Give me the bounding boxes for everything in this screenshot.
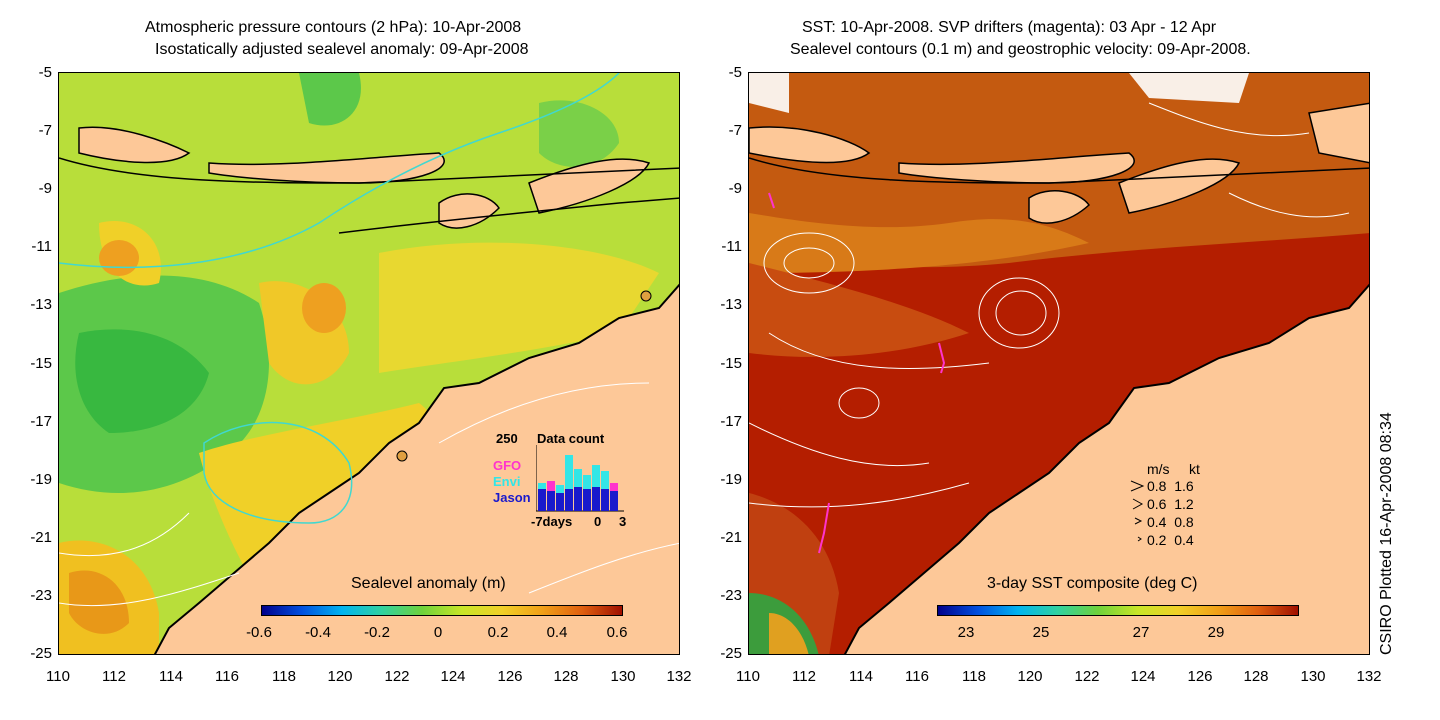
- left-ytick-10: -25: [30, 645, 52, 662]
- left-xtick-7: 124: [440, 668, 466, 685]
- velocity-legend-row-2: 0.6 1.2: [1147, 495, 1194, 513]
- right-ytick-8: -21: [720, 529, 742, 546]
- right-xtick-8: 126: [1187, 668, 1213, 685]
- left-cb-tick-4: 0.2: [487, 624, 509, 641]
- velocity-legend-row-4: 0.2 0.4: [1147, 531, 1194, 549]
- left-xtick-5: 120: [327, 668, 353, 685]
- right-ytick-2: -9: [728, 180, 742, 197]
- left-xtick-10: 130: [610, 668, 636, 685]
- plot-credit: CSIRO Plotted 16-Apr-2008 08:34: [1378, 412, 1395, 655]
- left-ytick-8: -21: [30, 529, 52, 546]
- sst-map: m/s kt 0.8 1.6 0.6 1.2 0.4 0.8 0.2 0.4 3…: [748, 72, 1370, 655]
- right-xtick-1: 112: [792, 668, 816, 685]
- velocity-legend-header-kt: kt: [1189, 461, 1200, 477]
- left-cb-tick-2: -0.2: [364, 624, 390, 641]
- left-title-line2: Isostatically adjusted sealevel anomaly:…: [155, 41, 529, 58]
- inset-x-label-three: 3: [619, 514, 627, 529]
- right-xtick-10: 130: [1300, 668, 1326, 685]
- velocity-legend-arrows: [1130, 480, 1145, 542]
- right-ytick-5: -15: [720, 355, 742, 372]
- right-ytick-0: -5: [728, 64, 742, 81]
- vel-ms-2: 0.6: [1147, 496, 1167, 512]
- right-cb-tick-3: 29: [1207, 624, 1225, 641]
- left-colorbar-title: Sealevel anomaly (m): [351, 575, 506, 592]
- left-ytick-6: -17: [30, 413, 52, 430]
- left-xtick-8: 126: [497, 668, 523, 685]
- inset-series-jason: Jason: [493, 490, 531, 505]
- right-title-line1: SST: 10-Apr-2008. SVP drifters (magenta)…: [802, 19, 1217, 36]
- left-colorbar: [261, 605, 623, 616]
- left-xtick-4: 118: [272, 668, 296, 685]
- left-title-line1: Atmospheric pressure contours (2 hPa): 1…: [145, 19, 522, 36]
- right-ytick-4: -13: [720, 296, 742, 313]
- vel-kt-1: 1.6: [1174, 478, 1194, 494]
- velocity-legend-header-ms: m/s: [1147, 461, 1170, 477]
- right-xtick-6: 122: [1074, 668, 1100, 685]
- right-cb-tick-2: 27: [1132, 624, 1150, 641]
- left-ytick-0: -5: [38, 64, 52, 81]
- right-xtick-11: 132: [1356, 668, 1382, 685]
- velocity-legend-row-1: 0.8 1.6: [1147, 477, 1194, 495]
- vel-ms-3: 0.4: [1147, 514, 1167, 530]
- inset-bars: [538, 455, 618, 511]
- sst-map-canvas: [749, 73, 1369, 654]
- left-cb-tick-6: 0.6: [606, 624, 628, 641]
- inset-ymax: 250: [496, 431, 518, 446]
- right-ytick-7: -19: [720, 471, 742, 488]
- left-ytick-3: -11: [31, 238, 52, 255]
- vel-ms-1: 0.8: [1147, 478, 1167, 494]
- left-xtick-6: 122: [384, 668, 410, 685]
- vel-kt-3: 0.8: [1174, 514, 1194, 530]
- sealevel-contours: [749, 102, 1350, 508]
- right-colorbar: [937, 605, 1299, 616]
- left-xtick-1: 112: [102, 668, 126, 685]
- left-xtick-0: 110: [46, 668, 70, 685]
- right-ytick-6: -17: [720, 413, 742, 430]
- right-xtick-5: 120: [1017, 668, 1043, 685]
- left-xtick-2: 114: [159, 668, 183, 685]
- right-xtick-3: 116: [905, 668, 929, 685]
- right-cb-tick-1: 25: [1032, 624, 1050, 641]
- left-xtick-3: 116: [215, 668, 239, 685]
- sealevel-map-canvas: [59, 73, 679, 654]
- sealevel-anomaly-map: 250 Data count GFO Envi Jason -7days 0 3…: [58, 72, 680, 655]
- left-ytick-4: -13: [30, 296, 52, 313]
- vel-ms-4: 0.2: [1147, 532, 1167, 548]
- right-xtick-2: 114: [849, 668, 873, 685]
- right-ytick-3: -11: [721, 238, 742, 255]
- left-cb-tick-1: -0.4: [305, 624, 331, 641]
- left-xtick-11: 132: [666, 668, 692, 685]
- right-title-line2: Sealevel contours (0.1 m) and geostrophi…: [790, 41, 1251, 58]
- left-ytick-1: -7: [38, 122, 52, 139]
- inset-x-label-zero: 0: [594, 514, 602, 529]
- left-cb-tick-3: 0: [433, 624, 443, 641]
- right-xtick-0: 110: [736, 668, 760, 685]
- vel-kt-4: 0.4: [1174, 532, 1194, 548]
- inset-bar-chart: [536, 445, 624, 512]
- right-colorbar-title: 3-day SST composite (deg C): [987, 575, 1198, 592]
- left-cb-tick-0: -0.6: [246, 624, 272, 641]
- inset-x-label-start: -7days: [531, 514, 573, 529]
- left-ytick-7: -19: [30, 471, 52, 488]
- left-xtick-9: 128: [553, 668, 579, 685]
- vel-kt-2: 1.2: [1174, 496, 1194, 512]
- left-cb-tick-5: 0.4: [546, 624, 568, 641]
- inset-series-gfo: GFO: [493, 458, 522, 473]
- right-xtick-9: 128: [1243, 668, 1269, 685]
- right-cb-tick-0: 23: [957, 624, 975, 641]
- right-ytick-1: -7: [728, 122, 742, 139]
- left-ytick-5: -15: [30, 355, 52, 372]
- left-ytick-2: -9: [38, 180, 52, 197]
- right-ytick-10: -25: [720, 645, 742, 662]
- inset-series-envi: Envi: [493, 474, 521, 489]
- velocity-legend-row-3: 0.4 0.8: [1147, 513, 1194, 531]
- left-ytick-9: -23: [30, 587, 52, 604]
- inset-title: Data count: [537, 431, 605, 446]
- right-ytick-9: -23: [720, 587, 742, 604]
- right-xtick-7: 124: [1130, 668, 1156, 685]
- right-xtick-4: 118: [962, 668, 986, 685]
